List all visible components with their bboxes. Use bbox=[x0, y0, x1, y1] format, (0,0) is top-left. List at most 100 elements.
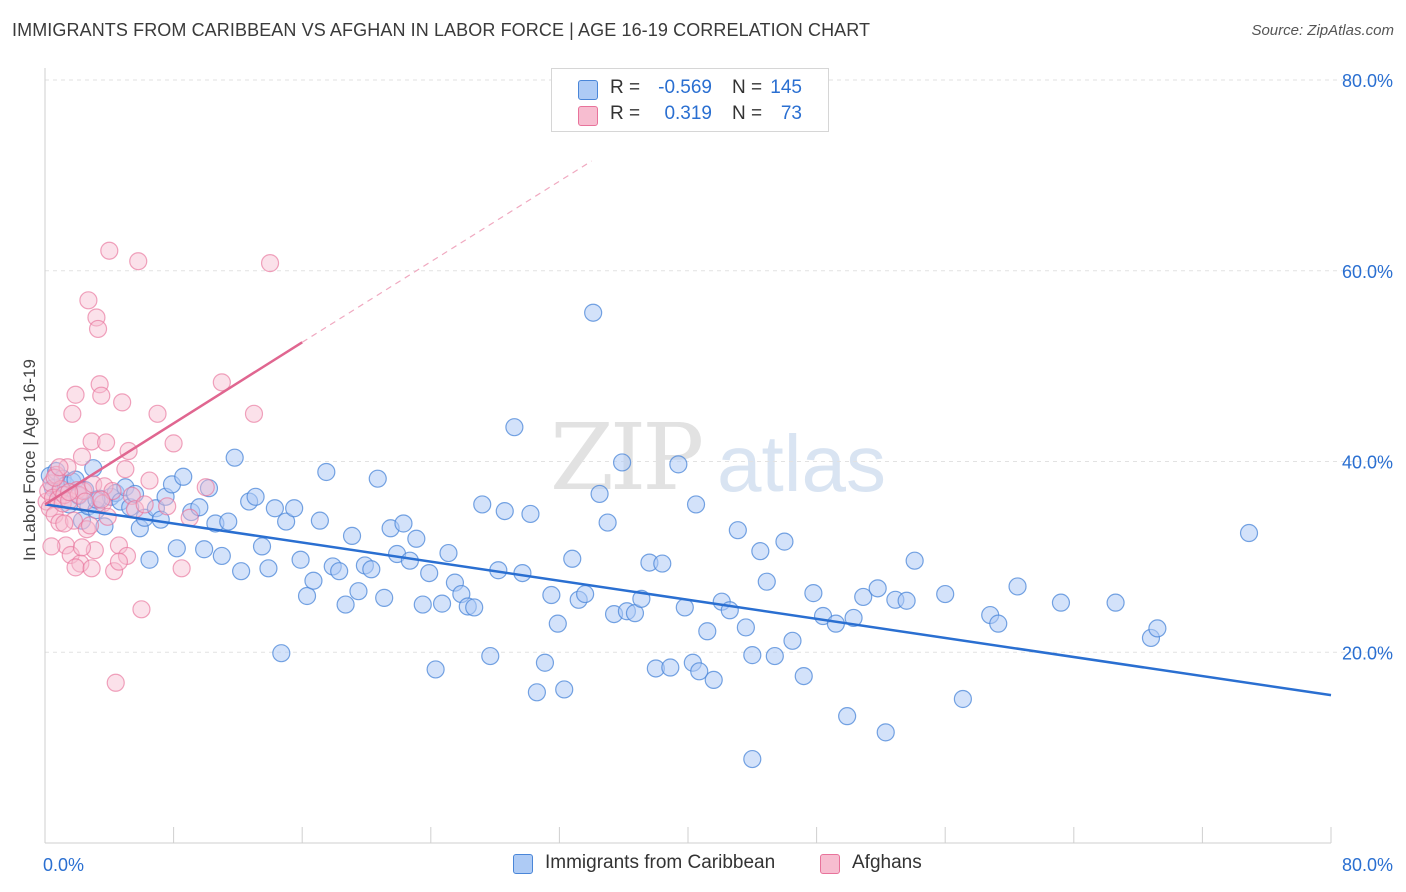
bottom-legend-label-afghan: Afghans bbox=[852, 852, 922, 873]
caribbean-point bbox=[394, 514, 413, 533]
afghan-point bbox=[96, 433, 116, 452]
caribbean-point bbox=[794, 666, 813, 686]
afghan-point bbox=[66, 385, 85, 404]
caribbean-point bbox=[598, 513, 617, 532]
caribbean-point bbox=[876, 723, 895, 742]
afghan-point bbox=[76, 492, 95, 511]
caribbean-trend-line bbox=[44, 503, 1332, 697]
x-tick-label: 0.0% bbox=[43, 855, 84, 875]
x-tick-label: 80.0% bbox=[1342, 855, 1393, 875]
bottom-legend-label-caribbean: Immigrants from Caribbean bbox=[545, 852, 776, 873]
afghan-point bbox=[92, 386, 111, 405]
afghan-point bbox=[72, 447, 92, 466]
y-tick-label: 40.0% bbox=[1342, 453, 1393, 473]
caribbean-point bbox=[473, 495, 492, 514]
caribbean-point bbox=[195, 540, 214, 559]
afghan-point bbox=[45, 468, 64, 487]
caribbean-point bbox=[259, 559, 278, 578]
afghan-point bbox=[105, 562, 124, 581]
afghan-point bbox=[56, 536, 75, 555]
afghan-point bbox=[100, 241, 119, 260]
afghan-point bbox=[196, 478, 215, 497]
caribbean-point bbox=[704, 670, 723, 690]
caribbean-point bbox=[317, 462, 336, 482]
caribbean-point bbox=[420, 563, 439, 583]
caribbean-point bbox=[989, 614, 1008, 633]
afghan-point bbox=[42, 537, 61, 556]
caribbean-point bbox=[563, 549, 582, 568]
y-axis-label: In Labor Force | Age 16-19 bbox=[20, 359, 39, 561]
caribbean-point bbox=[1148, 619, 1167, 638]
caribbean-point bbox=[426, 660, 445, 679]
legend-row-afghan: R = 0.319 N = 73 bbox=[552, 101, 828, 127]
caribbean-point bbox=[140, 550, 159, 569]
afghan-point bbox=[135, 495, 154, 514]
caribbean-point bbox=[897, 591, 916, 610]
legend-swatch-caribbean bbox=[578, 80, 598, 100]
afghan-point bbox=[113, 393, 132, 412]
caribbean-point bbox=[336, 595, 355, 614]
afghan-point bbox=[172, 559, 191, 578]
afghan-point bbox=[164, 434, 183, 453]
watermark-atlas: atlas bbox=[717, 419, 886, 508]
caribbean-point bbox=[661, 658, 680, 677]
bottom-legend-swatch-caribbean bbox=[513, 854, 533, 874]
afghan-point bbox=[260, 254, 280, 273]
caribbean-point bbox=[775, 532, 794, 551]
caribbean-point bbox=[481, 646, 500, 666]
legend-r-label: R = bbox=[610, 103, 641, 124]
caribbean-point bbox=[612, 453, 632, 472]
caribbean-point bbox=[291, 550, 310, 569]
caribbean-point bbox=[407, 529, 426, 548]
afghan-point bbox=[63, 404, 82, 423]
afghan-point bbox=[116, 460, 135, 479]
caribbean-point bbox=[675, 598, 694, 617]
afghan-point bbox=[55, 514, 74, 533]
afghan-point bbox=[106, 673, 125, 692]
y-tick-label: 20.0% bbox=[1342, 643, 1393, 663]
caribbean-point bbox=[936, 584, 955, 604]
caribbean-point bbox=[590, 484, 609, 504]
legend-swatch-afghan bbox=[578, 106, 598, 126]
afghan-point bbox=[158, 497, 177, 516]
afghan-point bbox=[212, 373, 231, 392]
legend-n-label: N = bbox=[732, 103, 763, 124]
caribbean-point bbox=[304, 571, 323, 590]
caribbean-point bbox=[368, 469, 387, 488]
afghan-point bbox=[87, 308, 106, 327]
afghan-point bbox=[82, 559, 101, 578]
caribbean-point bbox=[804, 584, 823, 603]
y-tick-label: 60.0% bbox=[1342, 262, 1393, 282]
caribbean-point bbox=[1051, 593, 1071, 612]
afghan-point bbox=[72, 538, 92, 557]
caribbean-point bbox=[225, 448, 244, 467]
caribbean-point bbox=[505, 418, 524, 437]
caribbean-point bbox=[783, 631, 802, 650]
caribbean-point bbox=[542, 585, 561, 605]
caribbean-point bbox=[375, 588, 394, 607]
afghan-point bbox=[98, 507, 117, 526]
afghan-point bbox=[42, 474, 61, 493]
legend-n-value: 73 bbox=[780, 103, 802, 124]
caribbean-point bbox=[349, 582, 368, 601]
caribbean-point bbox=[413, 595, 432, 614]
caribbean-point bbox=[219, 512, 238, 531]
caribbean-point bbox=[953, 689, 972, 709]
caribbean-point bbox=[1008, 577, 1027, 596]
caribbean-point bbox=[527, 683, 546, 702]
caribbean-point bbox=[330, 562, 349, 581]
caribbean-point bbox=[905, 551, 924, 570]
caribbean-point bbox=[743, 646, 762, 665]
caribbean-point bbox=[212, 546, 231, 566]
caribbean-point bbox=[174, 467, 193, 486]
caribbean-point bbox=[272, 644, 291, 663]
caribbean-point bbox=[252, 537, 272, 556]
caribbean-point bbox=[854, 587, 873, 607]
legend-r-label: R = bbox=[610, 77, 641, 98]
bottom-legend-swatch-afghan bbox=[820, 854, 840, 874]
caribbean-point bbox=[698, 622, 717, 641]
caribbean-point bbox=[1106, 593, 1125, 612]
afghan-point bbox=[66, 558, 85, 577]
afghan-point bbox=[90, 375, 109, 394]
